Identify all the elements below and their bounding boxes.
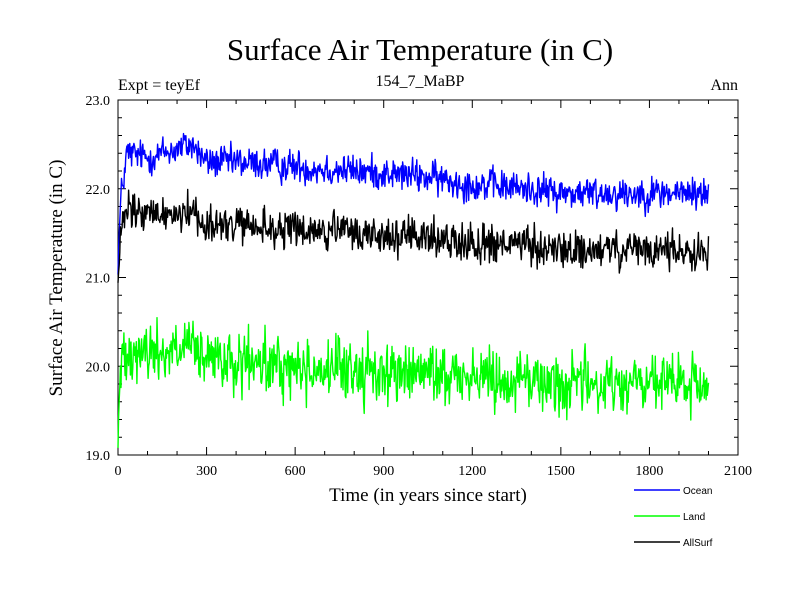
period-label: 154_7_MaBP [376, 73, 465, 90]
series-line-land [117, 317, 710, 448]
y-tick-label: 22.0 [86, 183, 111, 198]
legend-label-land: Land [683, 512, 705, 523]
x-tick-label: 300 [196, 464, 217, 479]
x-tick-label: 600 [285, 464, 306, 479]
series-line-allsurf [117, 188, 710, 283]
axis-ticks [117, 99, 739, 456]
series-lines [117, 132, 710, 448]
series-line-ocean [117, 132, 710, 275]
x-tick-label: 1500 [547, 464, 575, 479]
x-axis-label: Time (in years since start) [329, 485, 527, 506]
x-tick-label: 1200 [458, 464, 486, 479]
experiment-label: Expt = teyEf [118, 77, 201, 94]
chart-title: Surface Air Temperature (in C) [227, 32, 613, 67]
legend: Ocean Land AllSurf [634, 486, 713, 549]
x-tick-label: 0 [115, 464, 122, 479]
axis-tick-labels: 0 300 600 900 1200 1500 1800 2100 19.0 20.0 21.0 22… [86, 94, 753, 479]
y-tick-label: 23.0 [86, 94, 111, 109]
y-tick-label: 20.0 [86, 360, 111, 375]
x-tick-label: 2100 [724, 464, 752, 479]
legend-label-allsurf: AllSurf [683, 538, 713, 549]
y-tick-label: 19.0 [86, 449, 111, 464]
y-tick-label: 21.0 [86, 272, 111, 287]
season-label: Ann [710, 77, 738, 94]
y-axis-label: Surface Air Temperature (in C) [46, 160, 67, 397]
x-tick-label: 1800 [635, 464, 663, 479]
x-tick-label: 900 [373, 464, 394, 479]
legend-label-ocean: Ocean [683, 486, 712, 497]
